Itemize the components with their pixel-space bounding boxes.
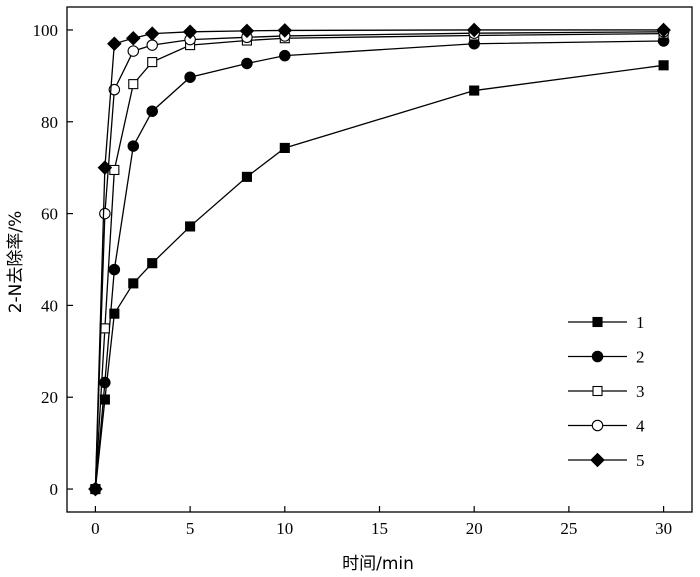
data-point [128,79,139,90]
legend-label: 3 [636,382,645,401]
data-point [146,39,158,51]
series-5 [88,22,671,497]
data-point [127,140,140,152]
data-point [658,60,669,71]
data-point [144,26,160,41]
y-tick-label: 60 [41,205,58,224]
legend-item-2: 2 [568,348,645,367]
y-axis-label: 2-N去除率/% [6,211,26,314]
data-point [147,57,158,68]
series-line [94,64,664,490]
data-point [126,30,141,46]
series-4 [89,26,670,495]
data-point [241,171,252,182]
data-point [99,207,111,220]
data-point [108,83,121,96]
legend-label: 1 [636,313,645,332]
data-point [97,160,113,175]
data-point [182,24,198,40]
data-point [128,278,139,289]
legend-label: 5 [636,451,645,470]
data-point [239,23,255,39]
data-point [466,22,482,38]
legend-item-3: 3 [568,382,645,401]
y-axis-ticks: 0 20 40 60 80 100 [33,21,73,499]
legend-item-1: 1 [568,313,645,332]
x-tick-label: 30 [655,519,672,538]
data-point [279,49,291,62]
x-tick-label: 15 [371,519,388,538]
data-point [185,221,196,232]
data-point [241,57,253,70]
legend: 1 2 3 4 5 [568,313,645,470]
data-point [88,481,103,497]
legend-marker [592,385,603,397]
x-tick-label: 5 [186,519,195,538]
data-point [108,263,121,276]
legend-marker [591,419,604,432]
series-1 [90,60,669,495]
data-point [146,105,158,117]
legend-marker [590,452,605,468]
plot-frame [66,6,693,513]
data-point [109,308,120,319]
data-point [277,23,293,38]
legend-marker [591,350,604,363]
x-axis-ticks: 0 5 10 15 20 25 30 [91,506,672,538]
x-tick-label: 20 [466,519,483,538]
series-3 [90,28,669,495]
series-layer [88,22,671,497]
data-point [184,71,196,83]
x-tick-label: 10 [276,519,293,538]
x-tick-label: 0 [91,519,100,538]
legend-label: 2 [636,348,645,367]
legend-item-4: 4 [568,417,645,436]
legend-marker [592,316,603,328]
y-tick-label: 80 [41,113,58,132]
data-point [107,36,122,52]
legend-item-5: 5 [568,451,645,470]
data-point [99,394,110,405]
data-point [127,45,140,57]
y-tick-label: 100 [33,21,59,40]
legend-label: 4 [636,417,645,436]
x-axis-label: 时间/min [342,554,414,574]
data-point [279,142,290,153]
data-point [656,22,671,38]
data-point [99,323,110,334]
series-line [94,32,664,490]
y-tick-label: 20 [41,388,58,407]
y-tick-label: 0 [50,480,59,499]
data-point [469,85,480,96]
data-point [147,258,158,269]
series-line [94,40,664,490]
series-line [94,29,664,490]
y-tick-label: 40 [41,296,58,315]
series-line [94,31,664,490]
x-tick-label: 25 [560,519,577,538]
